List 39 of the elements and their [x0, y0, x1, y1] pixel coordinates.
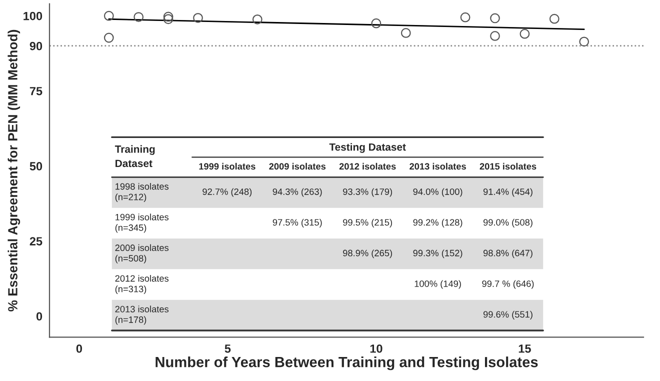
annotation: 94.3% (263): [272, 188, 322, 197]
annotation: 1999 isolates (n=345): [115, 214, 169, 233]
annotation: 1999 isolates: [199, 162, 256, 170]
annotation: 92.7% (248): [202, 188, 252, 197]
annotation: 2012 isolates: [339, 162, 396, 170]
annotation: 94.0% (100): [413, 188, 462, 197]
annotation: 91.4% (454): [483, 188, 532, 197]
x-tick-label: 10: [370, 344, 382, 353]
x-axis-title: Number of Years Between Training and Testing Isolates: [156, 356, 538, 370]
annotation: 93.3% (179): [343, 188, 392, 197]
y-tick-label: 75: [30, 87, 42, 96]
y-tick-label: 50: [30, 162, 42, 170]
annotation: 2015 isolates: [480, 162, 536, 170]
annotation: 2013 isolates: [410, 162, 466, 170]
annotation: Testing Dataset: [329, 143, 406, 153]
annotation: 100% (149): [414, 280, 461, 289]
y-tick-label: 90: [30, 42, 42, 50]
annotation: 98.8% (647): [483, 250, 532, 258]
annotation: 97.5% (315): [272, 218, 322, 228]
annotation: Training Dataset: [114, 145, 155, 168]
annotation: 99.0% (508): [483, 218, 532, 228]
annotation: 98.9% (265): [343, 250, 392, 258]
y-tick-label: 100: [24, 12, 42, 20]
annotation: 99.6% (551): [483, 310, 532, 320]
y-tick-label: 0: [36, 312, 42, 321]
y-tick-label: 25: [30, 237, 42, 246]
annotation: 99.3% (152): [413, 250, 462, 258]
y-axis-title: % Essential Agreement for PEN (MM Method): [8, 30, 20, 312]
annotation: 1998 isolates (n=212): [115, 182, 169, 202]
annotation: 99.5% (215): [343, 218, 392, 228]
annotation: 99.7 % (646): [482, 280, 534, 289]
annotation: 2009 isolates (n=508): [115, 244, 169, 264]
x-tick-label: 0: [76, 344, 82, 353]
annotation: 2013 isolates (n=178): [115, 306, 169, 325]
x-tick-label: 5: [224, 344, 231, 353]
annotation: 2009 isolates: [269, 162, 326, 170]
annotation: 99.2% (128): [413, 218, 462, 228]
annotation: 2012 isolates (n=313): [115, 274, 169, 294]
x-tick-label: 15: [518, 344, 531, 353]
